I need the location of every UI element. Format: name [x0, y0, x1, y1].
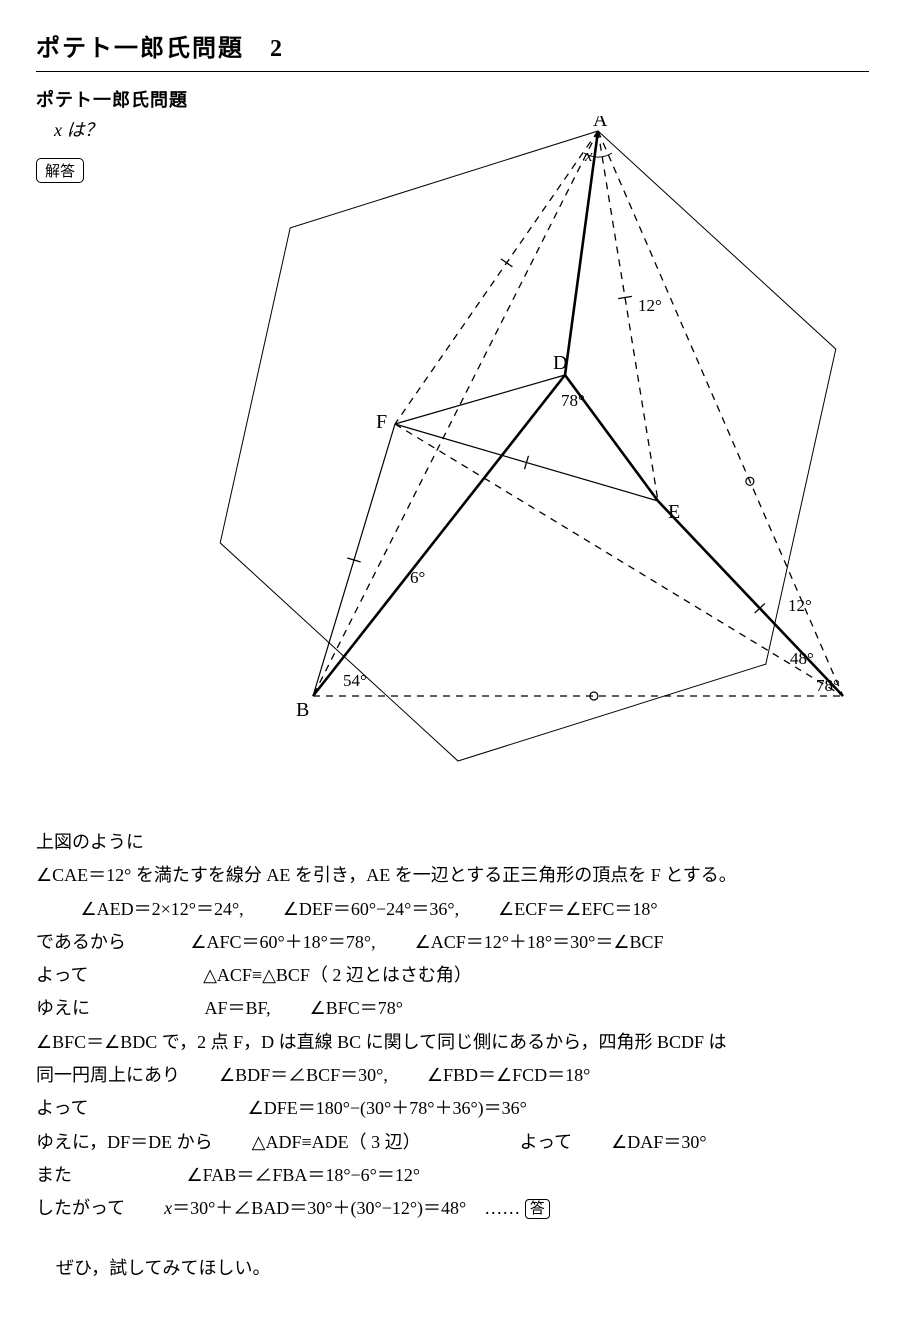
figure-row: x は？ 解答 ABCDEFx12°78°6°54°12°48°78°: [36, 116, 869, 816]
svg-text:B: B: [296, 699, 309, 721]
page-title: ポテト一郎氏問題 2: [36, 28, 869, 72]
line-8: 同一円周上にあり ∠BDF＝∠BCF＝30°, ∠FBD＝∠FCD＝18°: [36, 1059, 869, 1092]
svg-text:78°: 78°: [816, 676, 840, 695]
line-10: ゆえに，DF＝DE から △ADF≡ADE（ 3 辺） よって ∠DAF＝30°: [36, 1126, 869, 1159]
line-6: ゆえに AF＝BF, ∠BFC＝78°: [36, 992, 869, 1025]
svg-text:E: E: [668, 501, 680, 523]
line-11: また ∠FAB＝∠FBA＝18°−6°＝12°: [36, 1159, 869, 1192]
svg-text:12°: 12°: [638, 296, 662, 315]
svg-text:x: x: [584, 146, 593, 165]
answer-mark-icon: 答: [525, 1199, 550, 1219]
line-9: よって ∠DFE＝180°−(30°＋78°＋36°)＝36°: [36, 1092, 869, 1125]
svg-text:48°: 48°: [790, 649, 814, 668]
svg-text:78°: 78°: [561, 391, 585, 410]
geometry-diagram: ABCDEFx12°78°6°54°12°48°78°: [148, 116, 848, 816]
svg-text:A: A: [593, 116, 608, 131]
svg-text:D: D: [553, 352, 567, 374]
prompt-x: x: [54, 120, 62, 140]
solution-text: 上図のように ∠CAE＝12° を満たすを線分 AE を引き，AE を一辺とする…: [36, 826, 869, 1285]
line-4: であるから ∠AFC＝60°＋18°＝78°, ∠ACF＝12°＋18°＝30°…: [36, 926, 869, 959]
svg-text:F: F: [376, 411, 387, 433]
problem-subtitle: ポテト一郎氏問題: [36, 86, 869, 112]
line-7: ∠BFC＝∠BDC で，2 点 F，D は直線 BC に関して同じ側にあるから，…: [36, 1026, 869, 1059]
line-5: よって △ACF≡△BCF（ 2 辺とはさむ角）: [36, 959, 869, 992]
prompt-suffix: は？: [62, 120, 103, 140]
svg-text:6°: 6°: [410, 568, 425, 587]
problem-prompt: x は？: [54, 116, 126, 142]
answer-label-box: 解答: [36, 158, 84, 183]
line-3: ∠AED＝2×12°＝24°, ∠DEF＝60°−24°＝36°, ∠ECF＝∠…: [36, 893, 869, 926]
line-1: 上図のように: [36, 826, 869, 859]
svg-text:54°: 54°: [343, 671, 367, 690]
line-12: したがって x＝30°＋∠BAD＝30°＋(30°−12°)＝48° …… 答: [36, 1192, 869, 1225]
line-2: ∠CAE＝12° を満たすを線分 AE を引き，AE を一辺とする正三角形の頂点…: [36, 859, 869, 892]
svg-text:12°: 12°: [788, 596, 812, 615]
